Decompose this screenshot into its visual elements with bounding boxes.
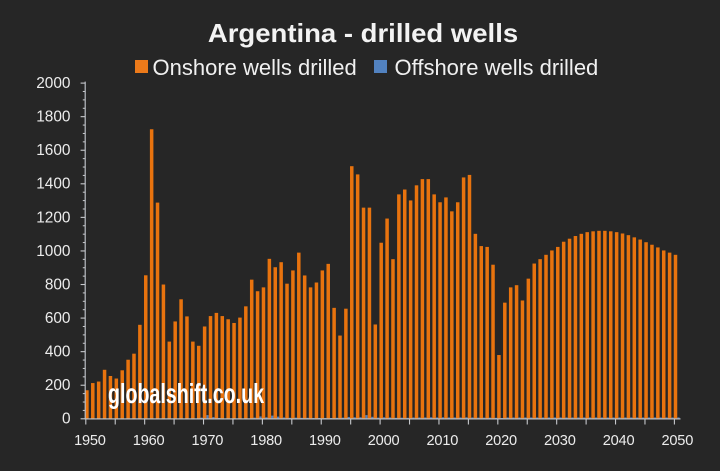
svg-text:1800: 1800 (36, 109, 70, 126)
svg-text:1600: 1600 (36, 142, 70, 159)
svg-text:2010: 2010 (427, 433, 459, 449)
svg-text:1950: 1950 (74, 433, 106, 449)
svg-text:1000: 1000 (36, 243, 70, 260)
svg-text:2050: 2050 (661, 433, 693, 449)
svg-text:1990: 1990 (309, 433, 341, 449)
svg-text:2000: 2000 (36, 75, 70, 92)
svg-text:200: 200 (45, 377, 71, 394)
svg-text:1980: 1980 (250, 433, 282, 449)
svg-text:2000: 2000 (368, 433, 400, 449)
svg-text:2020: 2020 (485, 433, 517, 449)
svg-text:600: 600 (45, 310, 71, 327)
svg-text:2030: 2030 (544, 433, 576, 449)
svg-text:1400: 1400 (36, 176, 70, 193)
svg-text:2040: 2040 (603, 433, 635, 449)
svg-text:400: 400 (45, 344, 71, 361)
svg-text:1970: 1970 (192, 433, 224, 449)
svg-text:0: 0 (62, 411, 71, 428)
svg-text:1960: 1960 (133, 433, 165, 449)
svg-text:800: 800 (45, 276, 71, 293)
svg-text:1200: 1200 (36, 209, 70, 226)
